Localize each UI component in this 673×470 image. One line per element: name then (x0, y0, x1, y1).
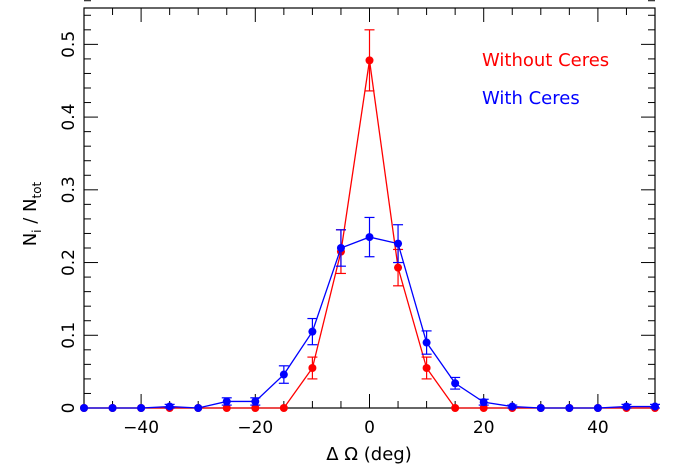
data-point (336, 244, 345, 252)
y-tick-label: 0.2 (59, 249, 79, 276)
y-axis-label-main2: N (20, 198, 41, 211)
data-point (479, 404, 488, 412)
data-point (279, 404, 288, 412)
data-point (308, 364, 317, 372)
data-point (222, 397, 231, 406)
data-point (365, 233, 374, 242)
series-line (84, 236, 655, 409)
series-layer (80, 29, 660, 412)
x-tick-label: 40 (587, 418, 609, 438)
y-axis-label: Ni / Ntot (20, 181, 44, 246)
data-point (165, 402, 174, 411)
x-tick-label: 0 (364, 418, 375, 438)
data-point (108, 404, 117, 412)
data-point (394, 263, 403, 272)
data-point (622, 402, 631, 411)
series-with-ceres (80, 216, 660, 412)
y-tick-label: 0.4 (59, 104, 79, 131)
data-point (251, 404, 260, 412)
data-point (593, 404, 602, 412)
legend-entry-without-ceres: Without Ceres (482, 50, 609, 71)
data-point (80, 404, 88, 412)
y-tick-label: 0 (59, 403, 79, 414)
axes: −40 −20 0 20 40 0 0.1 0.2 0.3 0.4 0.5 (59, 0, 656, 438)
y-tick-label: 0.3 (59, 176, 79, 203)
x-tick-label: −40 (123, 418, 159, 438)
data-point (565, 404, 574, 412)
data-point (536, 404, 545, 412)
data-point (451, 404, 460, 412)
data-point (137, 404, 146, 412)
y-axis-label-sep: / (20, 212, 41, 230)
data-point (279, 370, 288, 379)
x-tick-label: 20 (473, 418, 495, 438)
data-point (479, 398, 488, 407)
data-point (422, 338, 431, 347)
data-point (394, 239, 403, 248)
legend: Without Ceres With Ceres (482, 50, 609, 109)
data-point (422, 364, 431, 372)
data-point (508, 402, 517, 411)
y-axis-label-sub-i: i (30, 229, 44, 232)
y-axis-label-main: N (20, 233, 41, 246)
data-point (251, 397, 260, 406)
data-point (451, 379, 460, 388)
data-point (222, 404, 231, 412)
y-axis-label-sub-tot: tot (30, 181, 44, 198)
data-point (308, 327, 317, 336)
data-point (194, 404, 203, 412)
data-point (365, 56, 374, 65)
data-point (651, 402, 659, 411)
x-tick-label: −20 (237, 418, 273, 438)
legend-entry-with-ceres: With Ceres (482, 88, 580, 109)
y-tick-label: 0.1 (59, 322, 79, 349)
x-axis-label: Δ Ω (deg) (326, 444, 411, 465)
y-tick-label: 0.5 (59, 31, 79, 58)
